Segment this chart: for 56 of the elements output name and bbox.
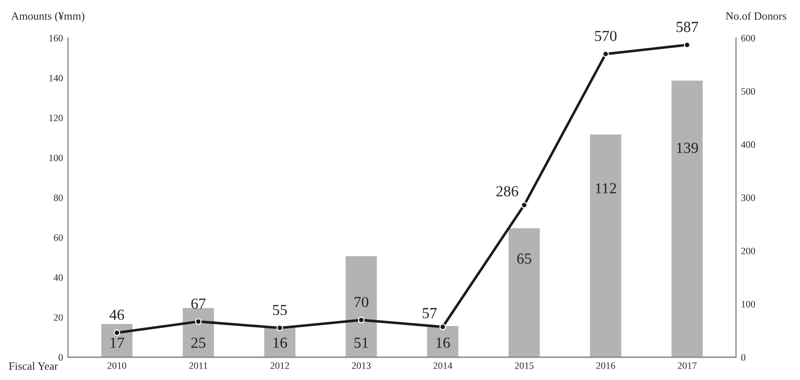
x-tick-label: 2015: [514, 362, 534, 369]
y2-axis-title: No.of Donors: [726, 12, 786, 20]
point: [520, 202, 528, 208]
data-label: 25: [191, 338, 206, 348]
y-axis-title: Amounts (¥mm): [11, 12, 84, 22]
point: [195, 318, 202, 325]
data-label: 57: [422, 308, 437, 318]
point: [114, 329, 120, 336]
bar: [100, 322, 134, 358]
y-tick-label: 160: [49, 34, 63, 42]
y-tick-label: 80: [54, 194, 63, 202]
data-label: 51: [354, 338, 368, 348]
y2-tick-label: 400: [741, 141, 756, 148]
y2-tick-label: 600: [741, 34, 756, 42]
x-tick-label: 2011: [189, 362, 208, 369]
data-label: 70: [354, 296, 368, 308]
y-tick-label: 100: [49, 154, 63, 162]
x-tick-label: 2013: [352, 362, 371, 369]
y2-tick-label: 100: [742, 300, 756, 308]
y-tick-label: 120: [49, 114, 63, 122]
y-tick-label: 140: [49, 74, 63, 82]
x-tick-label: 2010: [108, 362, 126, 369]
point: [602, 50, 609, 58]
data-label: 139: [677, 142, 698, 154]
data-label: 570: [595, 30, 617, 42]
y2-tick-label: 500: [741, 88, 756, 95]
x-tick-label: 2017: [678, 362, 697, 369]
point: [358, 316, 365, 324]
data-label: 112: [596, 183, 616, 194]
data-label: 587: [676, 22, 698, 32]
y-tick-label: 20: [54, 314, 63, 321]
x-axis-title: Fiscal Year: [8, 362, 58, 370]
y2-tick-label: 0: [741, 354, 746, 361]
point: [439, 324, 446, 330]
y-tick-label: 0: [58, 354, 63, 361]
x-tick-label: 2012: [270, 362, 289, 369]
data-label: 16: [274, 338, 287, 348]
y-tick-label: 40: [54, 274, 63, 281]
bar: [507, 226, 542, 358]
point: [684, 42, 690, 48]
bar: [588, 133, 623, 358]
bar: [344, 254, 378, 358]
data-label: 16: [436, 338, 450, 348]
x-tick-label: 2014: [433, 362, 452, 369]
data-label: 65: [517, 254, 532, 264]
data-label: 17: [110, 338, 124, 348]
point: [276, 324, 284, 332]
data-label: 286: [496, 186, 518, 196]
data-label: 46: [110, 310, 124, 320]
y2-tick-label: 200: [741, 248, 756, 254]
x-tick-label: 2016: [596, 362, 616, 369]
y2-tick-label: 300: [741, 194, 756, 202]
y-tick-label: 60: [54, 234, 63, 241]
data-label: 55: [273, 304, 287, 316]
bar: [670, 79, 704, 358]
data-label: 67: [191, 298, 206, 309]
